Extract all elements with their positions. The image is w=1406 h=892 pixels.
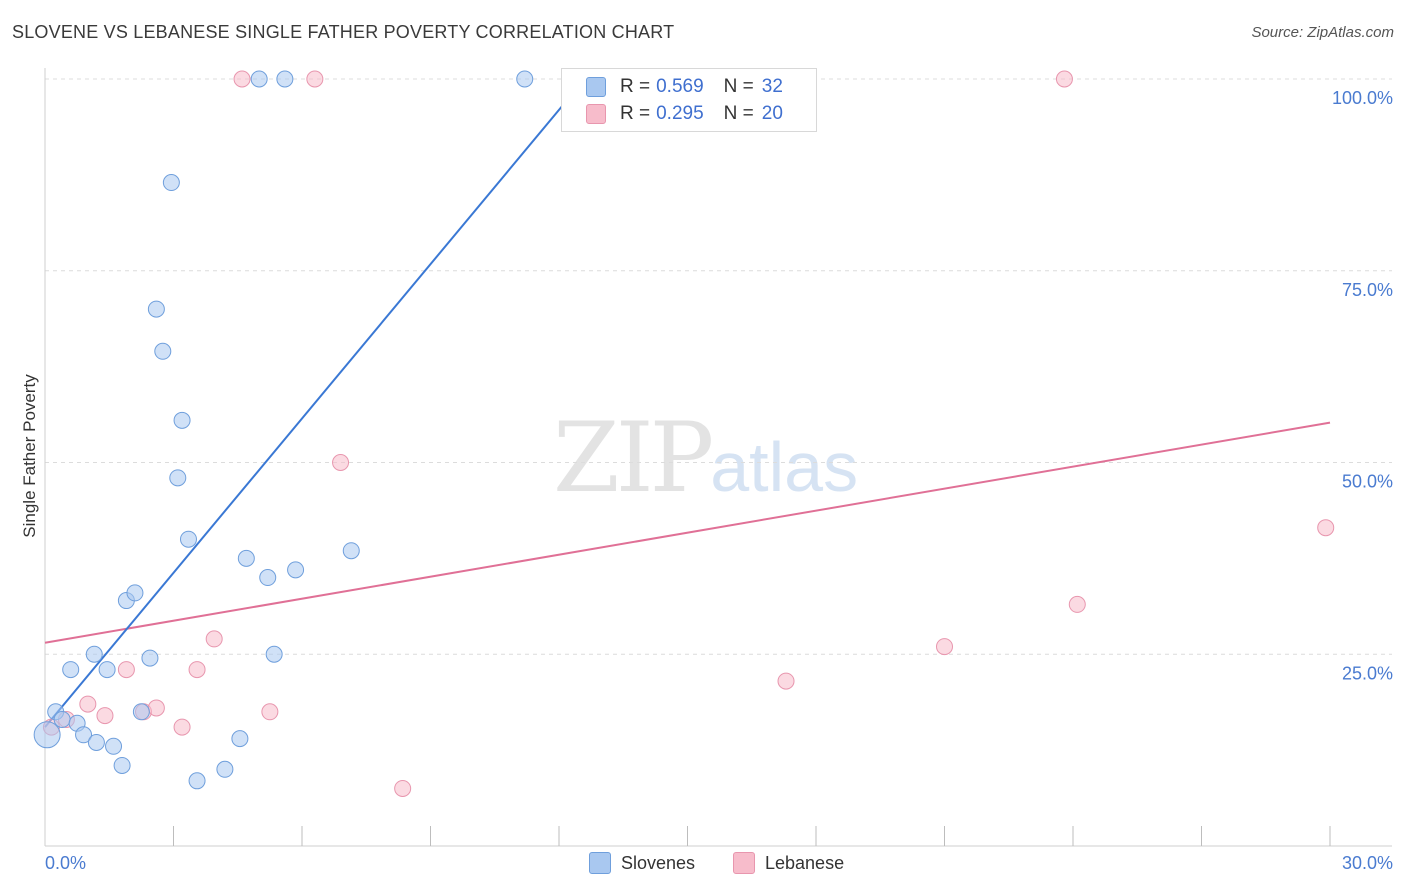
watermark: ZIPatlas (553, 402, 858, 514)
slovenes-point (188, 772, 206, 790)
lebanese-point (188, 661, 206, 679)
lebanese-point (777, 672, 795, 690)
r-label: R = (620, 76, 651, 97)
slovenes-point (169, 469, 187, 487)
lebanese-point (147, 699, 165, 717)
slovenes-point (216, 760, 234, 778)
n-value: 32 (761, 76, 783, 97)
slovenes-point (33, 721, 61, 749)
chart-title: SLOVENE VS LEBANESE SINGLE FATHER POVERT… (12, 22, 675, 42)
r-label: R = (620, 103, 651, 124)
slovenes-point (87, 733, 105, 751)
slovenes-point (75, 726, 93, 744)
legend-item-slovenes[interactable]: Slovenes (589, 852, 695, 874)
grid-lines (45, 78, 1392, 655)
lebanese-point (173, 718, 191, 736)
slovenes-point (231, 730, 249, 748)
legend-item-lebanese[interactable]: Lebanese (733, 852, 844, 874)
slovenes-point (265, 645, 283, 663)
slovenes-point (147, 300, 165, 318)
y-tick-label: 100.0% (1332, 88, 1393, 108)
slovenes-point (162, 174, 180, 192)
slovenes-point (276, 70, 294, 88)
slovenes-point (98, 661, 116, 679)
lebanese-point (79, 695, 97, 713)
lebanese-point (261, 703, 279, 721)
slovenes-point (250, 70, 268, 88)
y-tick-label: 25.0% (1342, 663, 1393, 683)
slovenes-point (287, 561, 305, 579)
r-value: 0.569 (656, 76, 704, 97)
watermark-atlas: atlas (710, 428, 859, 506)
lebanese-point (1317, 519, 1335, 537)
slovenes-point (53, 710, 71, 728)
y-tick-label: 75.0% (1342, 280, 1393, 300)
lebanese-point (205, 630, 223, 648)
r-value: 0.295 (656, 103, 704, 124)
trend-lines (44, 78, 1331, 728)
slovenes-point (516, 70, 534, 88)
slovenes-point (237, 549, 255, 567)
correlation-legend: R = 0.569 N = 32 R = 0.295 N = 20 (561, 68, 817, 132)
lebanese-point (1068, 595, 1086, 613)
watermark-zip: ZIP (553, 402, 714, 514)
slovenes-points (33, 70, 534, 790)
slovenes-point (179, 530, 197, 548)
n-label: N = (723, 76, 754, 97)
lebanese-point (306, 70, 324, 88)
chart-source: Source: ZipAtlas.com (1251, 24, 1394, 41)
lebanese-legend-label: Lebanese (765, 852, 845, 873)
legend-row-slovenes: R = 0.569 N = 32 (586, 75, 783, 99)
slovenes-legend-label: Slovenes (621, 852, 696, 873)
n-value: 20 (761, 103, 783, 124)
x-tick-label-max: 30.0% (1342, 853, 1393, 873)
y-tick-labels: 25.0% 50.0% 75.0% 100.0% (1332, 88, 1393, 683)
lebanese-point (1055, 70, 1073, 88)
slovenes-point (132, 703, 150, 721)
y-axis-title: Single Father Poverty (20, 374, 39, 538)
lebanese-trend-line (44, 421, 1331, 644)
slovenes-point (342, 542, 360, 560)
legend-row-lebanese: R = 0.295 N = 20 (586, 102, 783, 126)
slovenes-point (173, 411, 191, 429)
x-tick-labels: 0.0% 30.0% (45, 853, 1393, 873)
lebanese-point (117, 661, 135, 679)
lebanese-legend-swatch (733, 852, 755, 874)
slovenes-swatch (586, 77, 606, 97)
slovenes-point (141, 649, 159, 667)
x-tick-label-min: 0.0% (45, 853, 86, 873)
slovenes-point (105, 737, 123, 755)
slovenes-trend-line (44, 78, 586, 728)
slovenes-point (62, 661, 80, 679)
y-tick-label: 50.0% (1342, 472, 1393, 492)
slovenes-legend-swatch (589, 852, 611, 874)
n-label: N = (723, 103, 754, 124)
lebanese-point (332, 454, 350, 471)
slovenes-point (126, 584, 144, 602)
lebanese-point (233, 70, 251, 88)
axes (44, 68, 1392, 847)
slovenes-point (154, 342, 172, 360)
slovenes-point (113, 756, 131, 774)
lebanese-point (96, 707, 114, 725)
lebanese-swatch (586, 104, 606, 124)
lebanese-points (42, 70, 1335, 797)
lebanese-point (936, 638, 953, 656)
slovenes-point (259, 569, 277, 587)
slovenes-point (85, 645, 103, 663)
lebanese-point (394, 779, 412, 797)
